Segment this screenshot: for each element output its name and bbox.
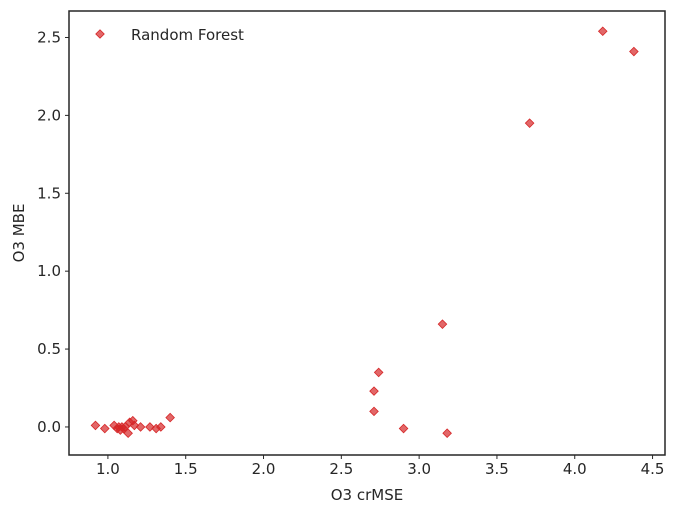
data-point bbox=[135, 422, 146, 432]
legend-label: Random Forest bbox=[131, 26, 244, 44]
x-axis-ticks: 1.0 1.5 2.0 2.5 3.0 3.5 4.0 4.5 bbox=[96, 455, 665, 478]
legend-marker bbox=[95, 29, 105, 39]
legend: Random Forest bbox=[95, 26, 244, 44]
y-tick-label: 2.0 bbox=[37, 106, 61, 124]
y-axis-ticks: 0.0 0.5 1.0 1.5 2.0 2.5 bbox=[37, 28, 69, 436]
data-point bbox=[165, 412, 175, 423]
data-point bbox=[90, 420, 101, 431]
data-point bbox=[373, 367, 384, 378]
x-tick-label: 4.5 bbox=[641, 460, 665, 478]
data-points bbox=[90, 26, 639, 438]
y-tick-label: 0.5 bbox=[37, 340, 61, 358]
data-point bbox=[369, 386, 379, 396]
y-tick-label: 1.0 bbox=[37, 262, 61, 280]
data-point bbox=[156, 422, 166, 432]
y-tick-label: 1.5 bbox=[37, 184, 61, 202]
y-axis-label: O3 MBE bbox=[10, 204, 28, 263]
x-tick-label: 4.0 bbox=[563, 460, 587, 478]
x-axis-label: O3 crMSE bbox=[331, 486, 403, 504]
x-tick-label: 2.0 bbox=[252, 460, 276, 478]
data-point bbox=[442, 428, 452, 438]
x-tick-label: 2.5 bbox=[329, 460, 353, 478]
data-point bbox=[524, 118, 535, 128]
data-point bbox=[99, 423, 110, 434]
x-tick-label: 3.5 bbox=[485, 460, 509, 478]
data-point bbox=[597, 26, 608, 37]
x-tick-label: 1.5 bbox=[174, 460, 198, 478]
data-point bbox=[629, 46, 639, 57]
plot-area bbox=[68, 10, 666, 456]
data-point bbox=[437, 319, 448, 329]
x-tick-label: 3.0 bbox=[407, 460, 431, 478]
data-point bbox=[398, 423, 409, 434]
x-tick-label: 1.0 bbox=[96, 460, 120, 478]
data-point bbox=[120, 422, 130, 432]
data-point bbox=[123, 428, 133, 438]
y-tick-label: 2.5 bbox=[37, 28, 61, 46]
y-tick-label: 0.0 bbox=[37, 418, 61, 436]
data-point bbox=[369, 406, 379, 417]
